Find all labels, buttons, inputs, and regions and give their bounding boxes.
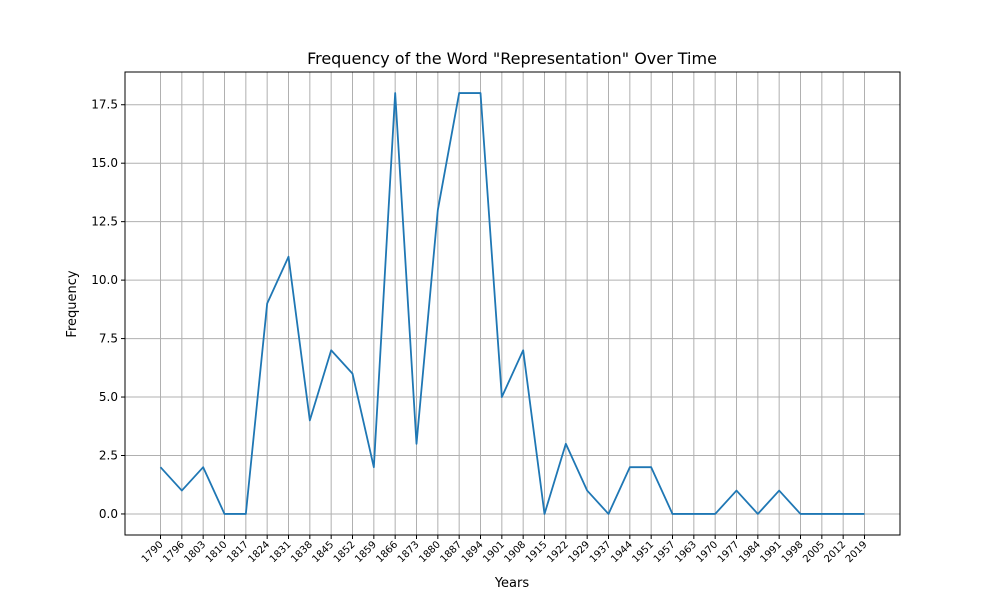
x-tick-label: 1817 (225, 539, 251, 565)
x-tick-label: 1845 (311, 539, 337, 565)
x-tick-label: 1824 (247, 539, 273, 565)
x-tick-label: 2012 (823, 539, 849, 565)
y-axis: 0.0 2.5 5.0 7.5 10.0 12.5 15.0 17.5 (91, 98, 125, 521)
y-tick-label: 17.5 (91, 98, 118, 112)
y-tick-label: 0.0 (99, 507, 118, 521)
y-tick-label: 2.5 (99, 448, 118, 462)
x-tick-label: 1957 (652, 539, 678, 565)
x-tick-label: 2019 (844, 539, 870, 565)
x-tick-label: 1991 (759, 539, 785, 565)
x-tick-label: 1852 (332, 539, 358, 565)
x-tick-label: 1796 (161, 539, 187, 565)
y-tick-label: 12.5 (91, 215, 118, 229)
x-tick-label: 1984 (737, 539, 763, 565)
x-tick-label: 1873 (396, 539, 422, 565)
x-tick-label: 1951 (631, 539, 657, 565)
y-axis-label: Frequency (65, 270, 80, 337)
x-tick-label: 1810 (204, 539, 230, 565)
x-tick-label: 1915 (524, 539, 550, 565)
plot-frame (124, 71, 901, 536)
x-tick-label: 1977 (716, 539, 742, 565)
x-tick-label: 1880 (417, 539, 443, 565)
x-tick-label: 1963 (673, 539, 699, 565)
x-tick-label: 1790 (140, 539, 166, 565)
x-tick-label: 1944 (609, 539, 635, 565)
x-tick-label: 1838 (289, 539, 315, 565)
y-tick-label: 7.5 (99, 332, 118, 346)
x-tick-label: 1970 (695, 539, 721, 565)
y-tick-label: 10.0 (91, 273, 118, 287)
x-tick-label: 1887 (439, 539, 465, 565)
x-tick-label: 1894 (460, 539, 486, 565)
x-tick-label: 1866 (375, 539, 401, 565)
series-layer (159, 92, 865, 515)
chart-title: Frequency of the Word "Representation" O… (307, 49, 717, 68)
x-tick-label: 1937 (588, 539, 614, 565)
x-tick-label: 1859 (353, 539, 379, 565)
x-tick-label: 1929 (567, 539, 593, 565)
x-tick-label: 1908 (503, 539, 529, 565)
x-tick-label: 1901 (481, 539, 507, 565)
x-tick-label: 2005 (801, 539, 827, 565)
x-tick-label: 1831 (268, 539, 294, 565)
x-tick-label: 1803 (183, 539, 209, 565)
series-line (159, 92, 865, 515)
x-tick-label: 1922 (545, 539, 571, 565)
y-tick-label: 5.0 (99, 390, 118, 404)
x-axis-label: Years (494, 576, 530, 591)
x-tick-label: 1998 (780, 539, 806, 565)
y-tick-label: 15.0 (91, 156, 118, 170)
x-axis: 1790179618031810181718241831183818451852… (140, 535, 870, 565)
grid (125, 72, 900, 535)
